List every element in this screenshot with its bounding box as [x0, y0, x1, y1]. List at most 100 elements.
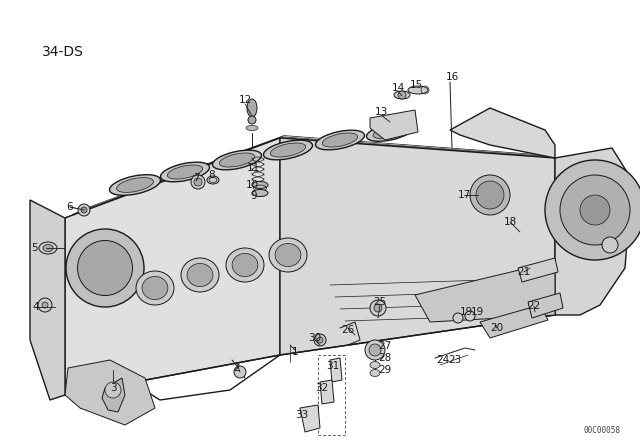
Text: 1: 1 [292, 347, 298, 357]
Text: 19: 19 [460, 307, 472, 317]
Text: 2: 2 [234, 363, 240, 373]
Text: 14: 14 [392, 83, 404, 93]
Ellipse shape [212, 150, 262, 170]
Text: 23: 23 [449, 355, 461, 365]
Text: 11: 11 [246, 163, 260, 173]
Polygon shape [518, 258, 558, 282]
Circle shape [545, 160, 640, 260]
Ellipse shape [373, 125, 407, 139]
Ellipse shape [207, 176, 219, 184]
Polygon shape [555, 148, 632, 315]
Text: 4: 4 [33, 302, 39, 312]
Ellipse shape [470, 175, 510, 215]
Text: 18: 18 [504, 217, 516, 227]
Text: 13: 13 [374, 107, 388, 117]
Text: 15: 15 [410, 80, 422, 90]
Circle shape [398, 91, 406, 99]
Circle shape [314, 334, 326, 346]
Text: 00C00058: 00C00058 [583, 426, 620, 435]
Polygon shape [528, 293, 563, 318]
Text: 8: 8 [209, 170, 215, 180]
Ellipse shape [66, 229, 144, 307]
Circle shape [194, 178, 202, 186]
Circle shape [105, 382, 121, 398]
Circle shape [78, 204, 90, 216]
Ellipse shape [252, 181, 268, 189]
Polygon shape [450, 108, 555, 158]
Circle shape [81, 207, 87, 213]
Ellipse shape [109, 175, 161, 195]
Ellipse shape [275, 243, 301, 267]
Circle shape [234, 366, 246, 378]
Circle shape [374, 304, 382, 312]
Text: 9: 9 [251, 191, 257, 201]
Polygon shape [280, 138, 555, 355]
Circle shape [453, 313, 463, 323]
Text: 21: 21 [517, 267, 531, 277]
Ellipse shape [247, 99, 257, 117]
Ellipse shape [246, 125, 258, 130]
Text: 20: 20 [490, 323, 504, 333]
Ellipse shape [142, 276, 168, 300]
Text: 29: 29 [378, 365, 392, 375]
Polygon shape [30, 200, 65, 400]
Text: 17: 17 [458, 190, 470, 200]
Circle shape [42, 302, 48, 308]
Ellipse shape [370, 370, 380, 376]
Text: 34-DS: 34-DS [42, 45, 84, 59]
Polygon shape [480, 305, 548, 338]
Ellipse shape [252, 190, 268, 197]
Text: 16: 16 [445, 72, 459, 82]
Polygon shape [65, 360, 155, 425]
Text: 31: 31 [326, 361, 340, 371]
Ellipse shape [408, 86, 428, 94]
Text: 27: 27 [378, 341, 392, 351]
Ellipse shape [167, 165, 203, 179]
Circle shape [38, 298, 52, 312]
Ellipse shape [181, 258, 219, 292]
Ellipse shape [370, 362, 380, 369]
Text: 10: 10 [245, 180, 259, 190]
Text: 12: 12 [238, 95, 252, 105]
Circle shape [369, 344, 381, 356]
Polygon shape [330, 358, 342, 382]
Text: 7: 7 [193, 173, 199, 183]
Circle shape [191, 175, 205, 189]
Ellipse shape [136, 271, 174, 305]
Ellipse shape [316, 130, 365, 150]
Polygon shape [65, 138, 280, 395]
Ellipse shape [77, 241, 132, 296]
Text: 3: 3 [109, 383, 116, 393]
Ellipse shape [161, 162, 209, 182]
Text: 26: 26 [341, 325, 355, 335]
Ellipse shape [476, 181, 504, 209]
Circle shape [560, 175, 630, 245]
Polygon shape [102, 378, 125, 412]
Text: 6: 6 [67, 202, 74, 212]
Text: 30: 30 [308, 333, 321, 343]
Text: 33: 33 [296, 410, 308, 420]
Ellipse shape [187, 263, 213, 287]
Circle shape [465, 311, 475, 321]
Ellipse shape [220, 153, 255, 167]
Polygon shape [320, 380, 334, 404]
Circle shape [317, 337, 323, 343]
Circle shape [370, 300, 386, 316]
Text: 5: 5 [32, 243, 38, 253]
Polygon shape [300, 405, 320, 432]
Polygon shape [65, 138, 555, 238]
Ellipse shape [270, 143, 306, 157]
Ellipse shape [323, 133, 358, 147]
Ellipse shape [248, 116, 256, 124]
Polygon shape [370, 110, 418, 140]
Circle shape [365, 340, 385, 360]
Ellipse shape [264, 140, 312, 160]
Circle shape [580, 195, 610, 225]
Text: 24: 24 [436, 355, 450, 365]
Circle shape [602, 237, 618, 253]
Ellipse shape [43, 245, 53, 251]
Text: 25: 25 [373, 297, 387, 307]
Ellipse shape [226, 248, 264, 282]
Polygon shape [415, 265, 555, 322]
Ellipse shape [116, 177, 154, 193]
